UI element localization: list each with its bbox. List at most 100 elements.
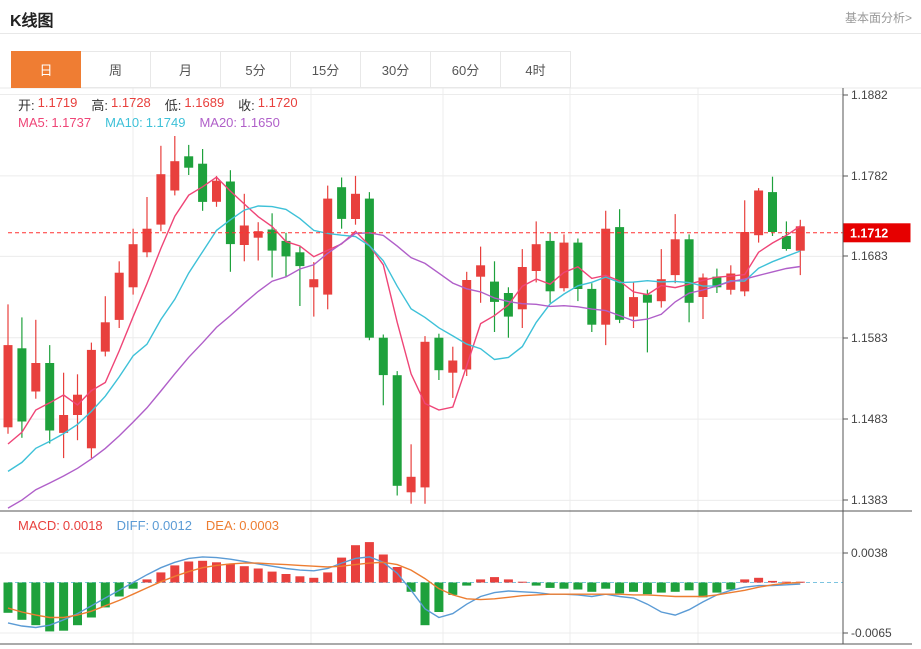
price-axis-label: 1.1782 [851, 169, 888, 183]
candle-down [642, 294, 652, 303]
macd-bar-down [59, 582, 69, 631]
candle-up [420, 341, 430, 488]
macd-bar-up [392, 567, 402, 583]
macd-bar-down [531, 582, 541, 586]
macd-bar-up [281, 574, 291, 583]
tab-day[interactable]: 日 [11, 51, 81, 88]
ma5-readout: MA5: 1.1737 [18, 115, 92, 130]
macd-bar-down [726, 582, 736, 590]
macd-bar-down [615, 582, 625, 594]
price-axis-label: 1.1683 [851, 249, 888, 263]
tab-week[interactable]: 周 [81, 51, 151, 88]
candle-up [253, 231, 263, 238]
candle-up [156, 174, 166, 225]
ohlc-close: 收: 1.1720 [238, 95, 298, 113]
macd-bar-up [337, 557, 347, 583]
candle-down [17, 348, 27, 422]
macd-bar-up [490, 577, 499, 583]
candle-up [212, 180, 221, 202]
candle-up [476, 265, 486, 277]
ohlc-row: 开: 1.1719 高: 1.1728 低: 1.1689 收: 1.1720 [18, 95, 298, 114]
ohlc-open: 开: 1.1719 [18, 95, 78, 113]
candle-up [740, 232, 750, 292]
macd-histogram [3, 542, 805, 632]
macd-bar-up [309, 577, 319, 583]
candle-down [434, 337, 444, 371]
tab-30min[interactable]: 30分 [361, 51, 431, 88]
candle-up [114, 272, 124, 320]
candle-down [573, 242, 583, 289]
ma5-line [7, 176, 801, 445]
candle-down [392, 375, 402, 486]
macd-bar-up [253, 568, 263, 583]
macd-bar-up [378, 554, 388, 583]
candle-down [198, 163, 208, 202]
candle-up [309, 279, 319, 288]
candle-down [490, 281, 499, 302]
candle-up [629, 297, 638, 317]
macd-bar-down [73, 582, 82, 626]
candle-up [31, 363, 41, 392]
macd-bar-down [601, 582, 611, 589]
candle-up [128, 244, 138, 288]
ma10-readout: MA10: 1.1749 [105, 115, 186, 130]
macd-axis-label: 0.0038 [851, 546, 888, 560]
candle-down [545, 240, 555, 292]
candle-up [100, 322, 110, 352]
current-price-label: 1.1712 [843, 223, 911, 243]
macd-bar-down [656, 582, 666, 593]
macd-bar-down [712, 582, 722, 593]
macd-bar-down [86, 582, 96, 618]
diff-readout: DIFF: 0.0012 [116, 518, 192, 533]
macd-bar-up [740, 579, 750, 583]
candle-up [670, 239, 680, 276]
candle-up [656, 279, 666, 302]
fundamental-analysis-link[interactable]: 基本面分析> [844, 11, 912, 25]
macd-bar-down [698, 582, 708, 598]
macd-bar-down [45, 582, 55, 632]
macd-bar-down [448, 582, 458, 595]
current-price-tag-bg [843, 223, 911, 243]
tab-60min[interactable]: 60分 [431, 51, 501, 88]
axis-layer: 1.1882 1.1782 1.1683 1.1583 1.1483 1.1383 0.00… [0, 88, 912, 645]
candle-up [754, 190, 764, 236]
candle-up [698, 277, 708, 297]
tab-4hour[interactable]: 4时 [501, 51, 571, 88]
tab-bar: 日周月 5分 15分 30分 60分 4时 [11, 51, 571, 88]
macd-bar-down [406, 582, 416, 592]
macd-bar-up [225, 563, 235, 583]
macd-bar-up [323, 572, 333, 583]
tab-month[interactable]: 月 [151, 51, 221, 88]
header-divider [0, 33, 921, 34]
macd-bar-down [128, 582, 138, 589]
candle-up [448, 360, 458, 373]
tab-15min[interactable]: 15分 [291, 51, 361, 88]
macd-bar-up [212, 562, 221, 583]
macd-bar-up [517, 581, 527, 583]
candle-up [59, 415, 69, 433]
ma10-line [7, 205, 801, 472]
candle-up [86, 349, 96, 449]
candle-down [225, 181, 235, 245]
candle-down [364, 198, 374, 338]
candle-down [184, 156, 194, 168]
macd-bar-up [239, 566, 249, 583]
candle-down [712, 276, 722, 288]
candle-up [351, 193, 360, 219]
macd-bar-up [476, 579, 486, 583]
macd-bar-down [100, 582, 110, 608]
grid-layer [0, 87, 921, 644]
macd-bar-down [17, 582, 27, 620]
candle-up [239, 225, 249, 245]
macd-bar-up [198, 560, 208, 583]
ma20-line [7, 232, 801, 509]
macd-bar-up [156, 572, 166, 583]
candle-down [378, 337, 388, 376]
macd-axis-label: -0.0065 [851, 626, 892, 640]
candle-down [684, 239, 694, 303]
candle-up [406, 476, 416, 493]
tab-5min[interactable]: 5分 [221, 51, 291, 88]
